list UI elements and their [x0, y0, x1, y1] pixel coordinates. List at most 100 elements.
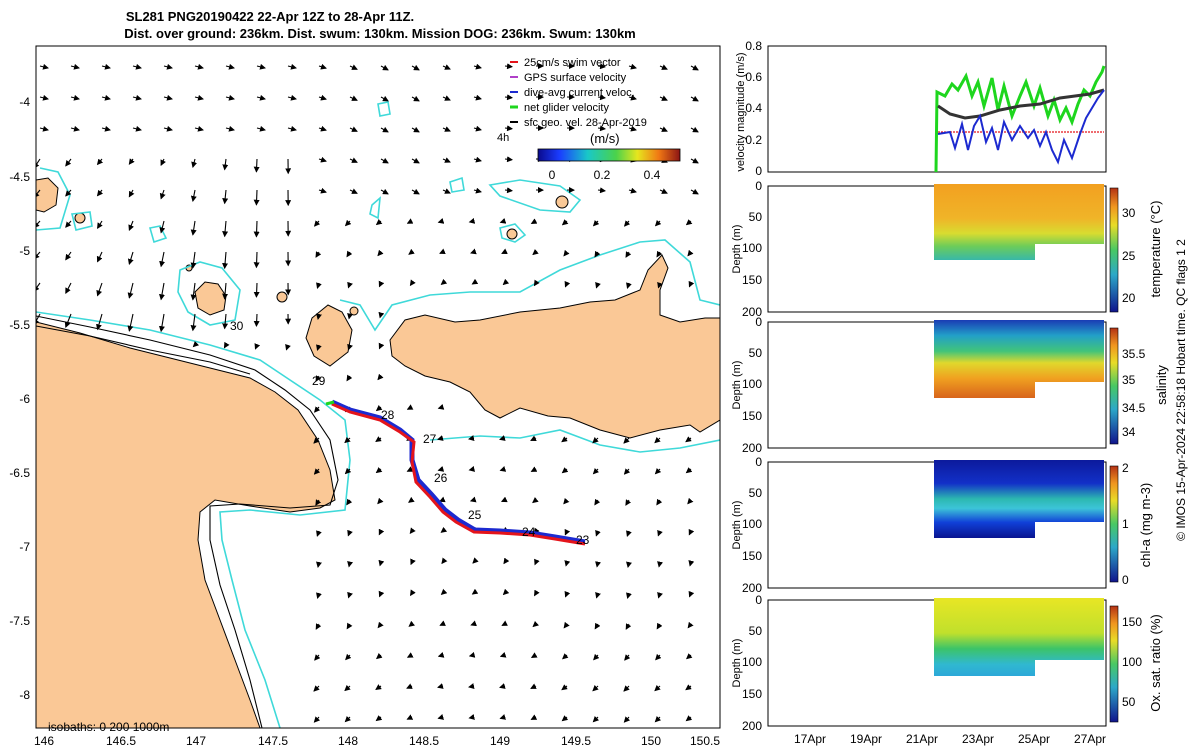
- sal-cbar-tick: 35: [1122, 373, 1136, 387]
- ox-cbar-tick: 150: [1122, 615, 1142, 629]
- current-vector: [380, 126, 389, 133]
- current-vector: [501, 248, 508, 254]
- ox-ylabel: Depth (m): [731, 639, 743, 688]
- day-label-30: 30: [230, 319, 244, 333]
- depth-tick: 50: [749, 486, 763, 500]
- legend-net-velocity: net glider velocity: [524, 102, 609, 114]
- current-vector: [318, 125, 327, 132]
- current-vector: [375, 652, 383, 660]
- depth-tick: 200: [742, 305, 762, 319]
- current-vector: [349, 126, 358, 132]
- map-legend: 25cm/s swim vector GPS surface velocity …: [497, 57, 647, 146]
- current-vector: [101, 94, 111, 101]
- colorbar-tick: 0.4: [644, 168, 661, 182]
- current-vector: [375, 405, 383, 412]
- current-vector: [656, 622, 663, 630]
- y-tick: -4: [19, 95, 30, 109]
- current-vector: [377, 249, 384, 257]
- current-vector: [163, 94, 173, 101]
- current-vector: [657, 529, 663, 537]
- current-vector: [530, 218, 538, 224]
- current-vector: [532, 620, 539, 628]
- current-vector: [344, 467, 352, 475]
- day-label-29: 29: [312, 374, 326, 388]
- current-vector: [411, 95, 420, 102]
- land-islet-5: [506, 228, 518, 240]
- day-label-26: 26: [434, 471, 448, 485]
- current-vector: [533, 279, 540, 287]
- y-tick: -6.5: [9, 466, 30, 480]
- current-vector: [314, 654, 321, 661]
- current-vector: [654, 437, 661, 444]
- depth-tick: 100: [742, 655, 762, 669]
- current-vector: [313, 220, 321, 227]
- current-vector: [344, 684, 351, 692]
- current-vector: [127, 251, 134, 265]
- isobath-1000m: [36, 101, 720, 728]
- current-vector: [65, 220, 72, 228]
- chl-cbar-tick: 2: [1122, 461, 1129, 475]
- current-vector: [504, 63, 513, 70]
- depth-tick: 150: [742, 549, 762, 563]
- current-vector: [192, 340, 200, 348]
- depth-tick: 150: [742, 273, 762, 287]
- x-tick: 146.5: [106, 734, 136, 748]
- current-vector: [97, 220, 103, 229]
- current-vector: [347, 591, 353, 599]
- current-vector: [132, 63, 142, 70]
- current-vector: [657, 561, 663, 568]
- current-vector: [346, 250, 353, 258]
- current-vector: [96, 251, 103, 263]
- current-vector: [625, 251, 632, 258]
- current-vector: [468, 651, 476, 658]
- current-vector: [623, 437, 630, 444]
- chl-cbar-label: chl-a (mg m-3): [1138, 483, 1153, 568]
- current-vector: [499, 683, 506, 689]
- current-vector: [346, 498, 353, 506]
- current-vector: [70, 94, 80, 101]
- sal-cbar-tick: 34.5: [1122, 401, 1146, 415]
- current-vector: [499, 435, 506, 441]
- current-vector: [96, 189, 104, 197]
- current-vector: [659, 188, 668, 194]
- current-vector: [39, 94, 49, 101]
- current-vector: [408, 620, 415, 627]
- sal-cbar-label: salinity: [1154, 365, 1169, 405]
- legend-dive-avg: dive-avg current veloc.: [524, 87, 635, 99]
- current-vector: [690, 95, 699, 102]
- current-vector: [437, 714, 445, 720]
- current-vector: [659, 126, 668, 132]
- current-vector: [380, 64, 389, 71]
- current-vector: [128, 220, 134, 232]
- current-vector: [225, 94, 235, 101]
- depth-tick: 150: [742, 409, 762, 423]
- current-vector: [624, 654, 631, 661]
- sal-cbar-tick: 34: [1122, 425, 1136, 439]
- vel-ylabel: velocity magnitude (m/s): [735, 52, 747, 171]
- current-vector: [313, 716, 320, 723]
- current-vector: [315, 499, 322, 506]
- current-vector: [688, 590, 695, 598]
- current-vector: [468, 683, 475, 689]
- x-tick: 147: [186, 734, 206, 748]
- current-vector: [437, 466, 445, 472]
- land-islet-1: [74, 212, 86, 224]
- current-vector: [222, 251, 229, 270]
- depth-tick: 200: [742, 441, 762, 455]
- depth-tick: 50: [749, 346, 763, 360]
- current-vector: [347, 343, 353, 351]
- land-new-guinea: [36, 321, 336, 728]
- current-vector: [561, 467, 569, 474]
- current-vector: [411, 64, 420, 71]
- current-vector: [411, 126, 420, 133]
- current-vector: [406, 714, 414, 720]
- current-vector: [253, 313, 260, 327]
- current-vector: [503, 557, 510, 565]
- current-vector: [595, 591, 601, 599]
- depth-tick: 50: [749, 624, 763, 638]
- current-vector: [564, 560, 571, 567]
- current-vector: [654, 685, 661, 692]
- day-label-28: 28: [381, 408, 395, 422]
- current-vector: [628, 125, 637, 132]
